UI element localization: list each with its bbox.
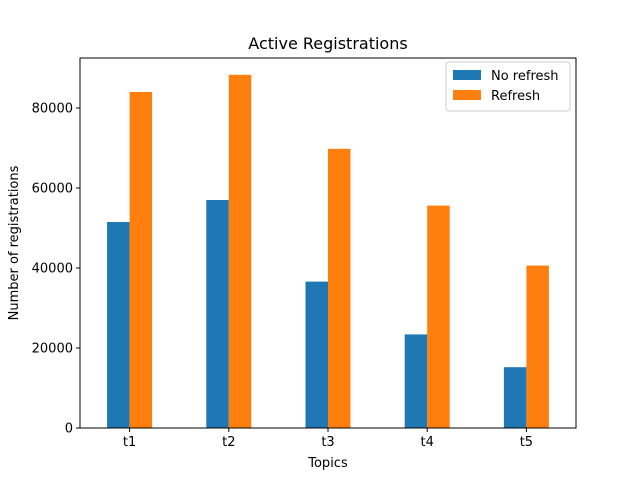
legend-label: Refresh [491,89,540,104]
bar-refresh-t1 [129,92,153,428]
bar-no-refresh-t3 [305,281,328,428]
y-tick-label: 20000 [32,342,73,357]
y-tick-label: 40000 [32,262,73,277]
bar-refresh-t2 [228,74,252,429]
y-axis: 0 20000 40000 60000 80000 [32,102,80,437]
legend-swatch [453,90,481,100]
x-tick-label: t2 [222,435,235,450]
bars-group [107,74,549,429]
legend-label: No refresh [491,69,559,84]
bar-refresh-t4 [427,205,450,428]
bar-no-refresh-t2 [206,200,229,428]
bar-no-refresh-t5 [503,367,527,428]
y-tick-label: 80000 [32,102,73,117]
x-tick-label: t1 [123,435,136,450]
bar-no-refresh-t1 [107,222,130,428]
x-axis-label: Topics [307,456,348,471]
bar-no-refresh-t4 [404,334,428,428]
y-axis-label: Number of registrations [7,165,22,320]
bar-refresh-t5 [526,265,549,428]
x-tick-label: t3 [321,435,334,450]
y-tick-label: 60000 [32,182,73,197]
bar-refresh-t3 [328,148,351,429]
legend-swatch [453,70,481,80]
legend: No refresh Refresh [445,61,571,112]
x-axis: t1 t2 t3 t4 t5 [123,428,533,450]
chart-title: Active Registrations [248,34,407,53]
x-tick-label: t5 [520,435,533,450]
y-tick-label: 0 [65,422,73,437]
x-tick-label: t4 [421,435,434,450]
